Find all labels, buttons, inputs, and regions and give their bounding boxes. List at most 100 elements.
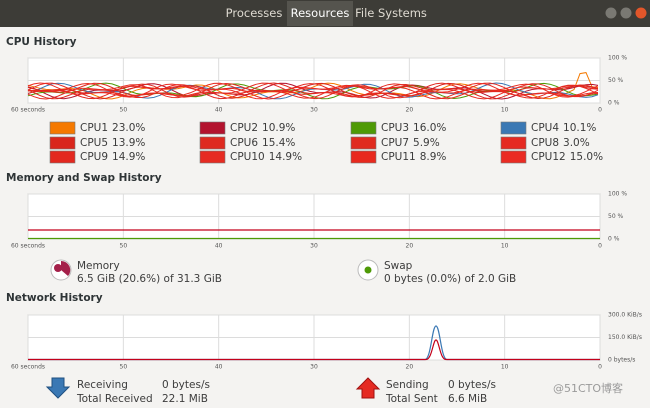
- sending-history-trace: [28, 339, 600, 361]
- cpu-color-swatch: [350, 136, 377, 150]
- x-axis-label: 30: [310, 364, 318, 371]
- cpu-history-trace: [27, 82, 599, 100]
- x-axis-label: 50: [120, 107, 128, 114]
- sending-value: 0 bytes/s: [448, 379, 496, 391]
- cpu-name: CPU4: [531, 122, 559, 134]
- cpu-color-swatch: [350, 150, 377, 164]
- cpu-history-trace: [27, 82, 599, 100]
- cpu-history-trace: [27, 82, 599, 100]
- x-axis-label: 0: [598, 243, 602, 250]
- cpu-legend-entry: CPU5 13.9%: [80, 137, 145, 149]
- minimize-button[interactable]: [605, 7, 617, 19]
- cpu-usage: 14.9%: [112, 151, 145, 163]
- cpu-usage: 15.0%: [570, 151, 603, 163]
- cpu-history-trace: [27, 82, 599, 100]
- x-axis-label: 20: [406, 364, 414, 371]
- cpu-color-swatch: [49, 121, 76, 135]
- section-title: Network History: [6, 292, 103, 304]
- cpu-legend-entry: CPU2 10.9%: [230, 122, 295, 134]
- receiving-history-trace: [28, 325, 600, 361]
- close-button[interactable]: [635, 7, 647, 19]
- cpu-legend-entry: CPU1 23.0%: [80, 122, 145, 134]
- tab-processes[interactable]: Processes: [226, 6, 283, 20]
- cpu-name: CPU5: [80, 137, 108, 149]
- cpu-usage: 8.9%: [420, 151, 447, 163]
- cpu-color-swatch: [500, 136, 527, 150]
- cpu-color-swatch: [500, 121, 527, 135]
- x-axis-label: 20: [406, 243, 414, 250]
- cpu-history-trace: [27, 82, 599, 100]
- y-axis-label: 300.0 KiB/s: [608, 312, 642, 319]
- memory-label: Memory: [77, 260, 120, 272]
- section-title: CPU History: [6, 36, 77, 48]
- section-title: Memory and Swap History: [6, 172, 162, 184]
- swap-value: 0 bytes (0.0%) of 2.0 GiB: [384, 273, 516, 285]
- cpu-color-swatch: [49, 136, 76, 150]
- cpu-legend-entry: CPU9 14.9%: [80, 151, 145, 163]
- x-axis-label: 40: [215, 364, 223, 371]
- x-axis-label: 10: [501, 243, 509, 250]
- sending-icon: [355, 377, 381, 399]
- x-axis-label: 50: [120, 364, 128, 371]
- total-sent-label: Total Sent: [385, 393, 438, 405]
- x-axis-label: 50: [120, 243, 128, 250]
- cpu-color-swatch: [199, 136, 226, 150]
- maximize-button[interactable]: [620, 7, 632, 19]
- cpu-color-swatch: [350, 121, 377, 135]
- receiving-icon: [45, 377, 71, 399]
- cpu-legend-entry: CPU6 15.4%: [230, 137, 295, 149]
- x-axis-label: 40: [215, 107, 223, 114]
- cpu-name: CPU10: [230, 151, 265, 163]
- y-axis-label: 0 %: [608, 236, 620, 243]
- cpu-color-swatch: [500, 150, 527, 164]
- x-axis-label: 0: [598, 107, 602, 114]
- cpu-usage: 14.9%: [269, 151, 302, 163]
- total-received-label: Total Received: [76, 393, 153, 405]
- cpu-name: CPU9: [80, 151, 108, 163]
- memory-icon-slice: [61, 260, 71, 276]
- y-axis-label: 0 %: [608, 100, 620, 107]
- y-axis-label: 50 %: [608, 213, 624, 220]
- x-axis-label: 40: [215, 243, 223, 250]
- cpu-usage: 15.4%: [262, 137, 295, 149]
- y-axis-label: 100 %: [608, 191, 627, 198]
- cpu-color-swatch: [199, 121, 226, 135]
- cpu-usage: 10.9%: [262, 122, 295, 134]
- watermark: @51CTO博客: [553, 381, 623, 395]
- x-axis-label: 30: [310, 107, 318, 114]
- cpu-usage: 5.9%: [413, 137, 440, 149]
- cpu-name: CPU8: [531, 137, 559, 149]
- tab-file-systems[interactable]: File Systems: [355, 6, 427, 20]
- x-axis-label: 30: [310, 243, 318, 250]
- cpu-legend-entry: CPU3 16.0%: [381, 122, 446, 134]
- cpu-name: CPU1: [80, 122, 108, 134]
- selected-tab-background: [287, 1, 353, 26]
- x-axis-label: 60 seconds: [11, 107, 45, 114]
- total-received-value: 22.1 MiB: [162, 393, 208, 405]
- tab-resources[interactable]: Resources: [291, 6, 350, 20]
- x-axis-label: 0: [598, 364, 602, 371]
- receiving-label: Receiving: [77, 379, 128, 391]
- cpu-legend-entry: CPU8 3.0%: [531, 137, 590, 149]
- cpu-name: CPU11: [381, 151, 416, 163]
- cpu-name: CPU7: [381, 137, 409, 149]
- memory-icon-dot: [54, 264, 62, 272]
- cpu-usage: 10.1%: [563, 122, 596, 134]
- cpu-name: CPU6: [230, 137, 258, 149]
- cpu-color-swatch: [49, 150, 76, 164]
- memory-value: 6.5 GiB (20.6%) of 31.3 GiB: [77, 273, 222, 285]
- swap-label: Swap: [384, 260, 413, 272]
- y-axis-label: 150.0 KiB/s: [608, 334, 642, 341]
- receiving-value: 0 bytes/s: [162, 379, 210, 391]
- cpu-usage: 13.9%: [112, 137, 145, 149]
- cpu-usage: 3.0%: [563, 137, 590, 149]
- cpu-name: CPU12: [531, 151, 566, 163]
- swap-icon-dot: [364, 266, 372, 274]
- y-axis-label: 0 bytes/s: [608, 357, 635, 364]
- x-axis-label: 60 seconds: [11, 243, 45, 250]
- y-axis-label: 50 %: [608, 77, 624, 84]
- sending-label: Sending: [386, 379, 429, 391]
- x-axis-label: 10: [501, 107, 509, 114]
- y-axis-label: 100 %: [608, 55, 627, 62]
- cpu-legend-entry: CPU4 10.1%: [531, 122, 596, 134]
